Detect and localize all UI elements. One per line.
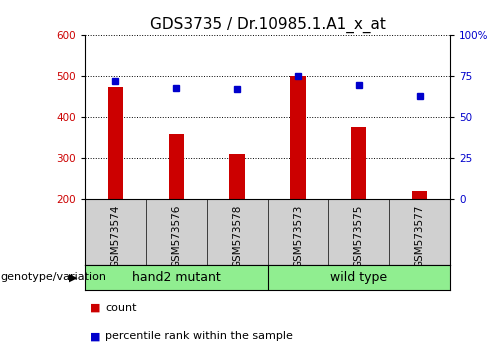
Title: GDS3735 / Dr.10985.1.A1_x_at: GDS3735 / Dr.10985.1.A1_x_at — [150, 16, 386, 33]
Bar — [290, 76, 306, 199]
Bar — [351, 127, 366, 199]
Text: genotype/variation: genotype/variation — [0, 273, 106, 282]
Text: ■: ■ — [90, 303, 101, 313]
Text: ▶: ▶ — [69, 273, 78, 282]
Bar — [412, 191, 427, 199]
Text: GSM573575: GSM573575 — [354, 204, 364, 268]
Text: GSM573576: GSM573576 — [171, 204, 181, 268]
Text: GSM573573: GSM573573 — [293, 204, 303, 268]
Text: GSM573577: GSM573577 — [414, 204, 424, 268]
Text: ■: ■ — [90, 331, 101, 341]
Bar — [168, 133, 184, 199]
Text: wild type: wild type — [330, 271, 388, 284]
Text: percentile rank within the sample: percentile rank within the sample — [105, 331, 293, 341]
Text: GSM573574: GSM573574 — [110, 204, 120, 268]
Bar — [108, 86, 123, 199]
Bar — [230, 154, 244, 199]
Text: hand2 mutant: hand2 mutant — [132, 271, 220, 284]
Text: count: count — [105, 303, 136, 313]
Text: GSM573578: GSM573578 — [232, 204, 242, 268]
